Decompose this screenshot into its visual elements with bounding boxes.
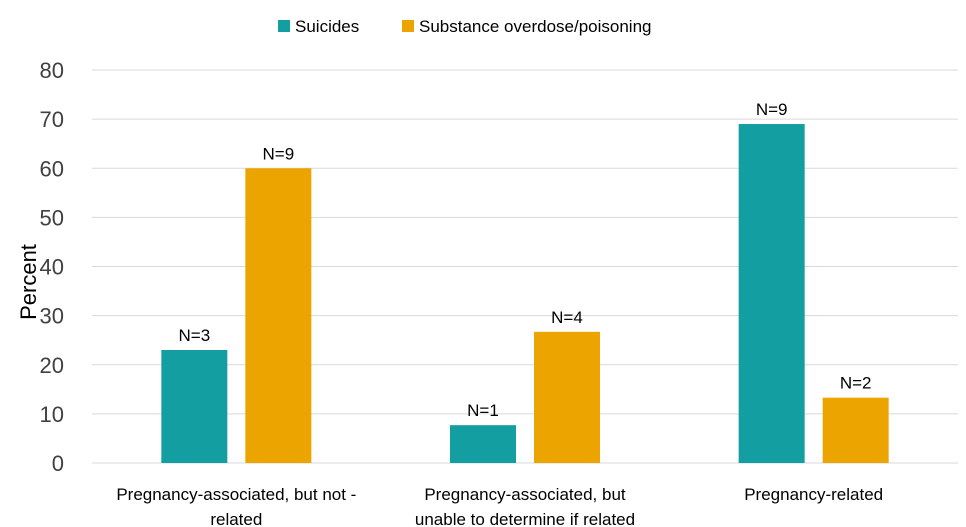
bar-data-label: N=2 [840, 374, 872, 393]
category-label: Pregnancy-associated, but not - [116, 485, 356, 504]
data-labels: N=3 N=9 N=1 N=4 N=9 N=2 [178, 100, 871, 420]
gridlines [92, 69, 958, 415]
bar-data-label: N=9 [756, 100, 788, 119]
y-axis-ticks: 0 10 20 30 40 50 60 70 80 [40, 58, 64, 476]
category-label: unable to determine if related [415, 510, 635, 527]
bar-suicides [161, 350, 228, 463]
y-tick-label: 30 [40, 304, 64, 329]
y-tick-label: 50 [40, 205, 64, 230]
legend-label: Substance overdose/poisoning [419, 17, 652, 36]
bar-data-label: N=9 [262, 144, 294, 163]
bar-substance-overdose [534, 331, 600, 463]
bar-data-label: N=4 [551, 308, 583, 327]
y-tick-label: 20 [40, 353, 64, 378]
y-tick-label: 70 [40, 107, 64, 132]
bar-suicides [738, 124, 805, 463]
bar-data-label: N=1 [467, 401, 499, 420]
bar-suicides [450, 425, 516, 463]
y-tick-label: 40 [40, 255, 64, 280]
y-tick-label: 10 [40, 402, 64, 427]
y-axis-title: Percent [16, 244, 41, 320]
category-label: Pregnancy-associated, but [424, 485, 626, 504]
bar-substance-overdose [822, 397, 889, 463]
category-labels: Pregnancy-associated, but not - related Pr… [116, 485, 883, 527]
category-label: related [210, 510, 262, 527]
legend-swatch [402, 20, 414, 32]
bar-substance-overdose [245, 168, 312, 463]
legend-label: Suicides [295, 17, 359, 36]
y-tick-label: 60 [40, 156, 64, 181]
legend: Suicides Substance overdose/poisoning [278, 17, 652, 36]
y-tick-label: 80 [40, 58, 64, 83]
legend-swatch [278, 20, 290, 32]
y-tick-label: 0 [52, 451, 64, 476]
category-label: Pregnancy-related [744, 485, 883, 504]
bars [161, 124, 889, 463]
bar-data-label: N=3 [178, 326, 210, 345]
